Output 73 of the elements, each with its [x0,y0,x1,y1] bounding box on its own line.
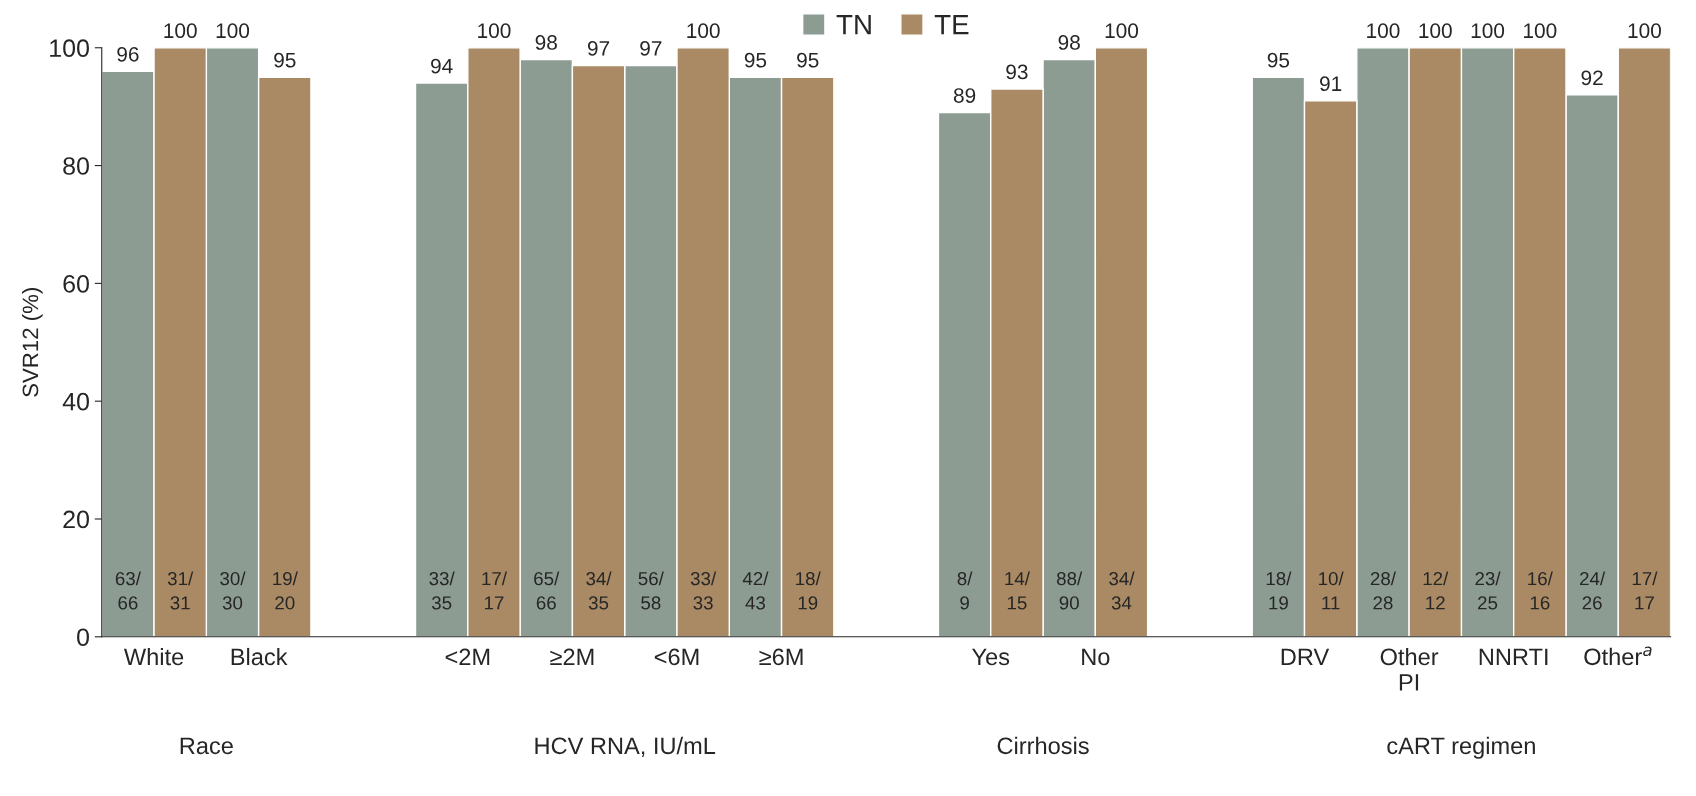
annotation: 10/ 11 [1319,571,1344,610]
annotation: 17/ 17 [482,571,507,610]
data-label: 98 [535,35,557,50]
data-label: 89 [953,88,976,103]
annotation: 12/ 12 [1423,571,1449,610]
data-label: 95 [1267,52,1290,68]
data-label: 100 [1105,23,1139,39]
data-label: 100 [164,23,197,39]
data-label: 97 [587,41,610,56]
y-tick-label: 80 [63,157,89,175]
x-tick-label: Other PI [1380,647,1439,691]
x-tick-label: Other$^{a}$ [1584,646,1652,666]
data-label: 92 [1581,70,1603,86]
annotation: 16/ 16 [1528,571,1553,610]
data-label: 100 [1471,23,1505,39]
data-label: 94 [431,58,453,74]
annotation: 34/ 35 [586,571,612,610]
annotation: 30/ 30 [220,571,246,610]
data-label: 96 [117,46,139,62]
data-label: 97 [640,41,662,56]
x-tick-label: DRV [1281,648,1330,666]
annotation: 34/ 34 [1109,571,1135,610]
annotation: 42/ 43 [742,571,769,610]
annotation: 17/ 17 [1632,571,1658,610]
annotation: 28/ 28 [1370,571,1396,610]
annotation: 23/ 25 [1475,571,1501,610]
data-label: 100 [1367,23,1400,39]
data-label: 100 [1524,23,1557,39]
x-tick-label: NNRTI [1479,648,1548,666]
annotation: 56/ 58 [638,571,664,610]
data-label: 100 [1628,23,1661,39]
data-label: 95 [744,52,767,68]
x-tick-label: Yes [972,648,1010,666]
annotation: 19/ 20 [273,571,298,610]
y-axis-title: SVR12 (%) [21,288,43,397]
data-label: 98 [1058,35,1080,50]
text: Race [180,737,233,755]
y-tick-label: 100 [50,39,89,58]
text: cART regimen [1387,736,1535,759]
x-tick-label: <6M [654,648,699,666]
data-label: 93 [1006,64,1028,80]
annotation: 88/ 90 [1056,571,1083,610]
text: HCV RNA, IU/mL [535,736,716,757]
annotation: 24/ 26 [1580,571,1606,610]
annotation: 65/ 66 [534,571,560,610]
annotation: 63/ 66 [115,571,141,610]
x-tick-label: Black [231,647,288,666]
data-label: 95 [274,52,296,68]
data-label: 100 [216,23,250,39]
x-tick-label: No [1082,648,1110,666]
y-tick-label: 60 [63,274,89,293]
text: Cirrhosis [997,736,1089,755]
x-tick-label: <2M [445,648,490,666]
annotation: 33/ 33 [690,571,717,610]
y-tick-label: 40 [62,392,89,411]
x-tick-label: ≥2M [550,648,594,666]
annotation: 14/ 15 [1005,571,1030,610]
data-label: 100 [478,23,511,39]
data-label: 95 [797,52,819,68]
annotation: 18/ 19 [1266,571,1292,610]
y-tick-label: 0 [77,628,89,647]
annotation: 31/ 31 [167,571,194,610]
annotation: 8/ 9 [957,571,973,610]
legend-label: TE [934,15,969,35]
x-tick-label: ≥6M [759,648,803,666]
y-tick-label: 20 [63,510,89,529]
data-label: 100 [1419,23,1452,39]
data-label: 100 [687,23,720,39]
data-label: 91 [1320,76,1342,92]
x-tick-label: White [123,647,184,666]
annotation: 18/ 19 [796,571,821,610]
legend-label: TN [836,15,871,35]
annotation: 33/ 35 [429,571,455,610]
